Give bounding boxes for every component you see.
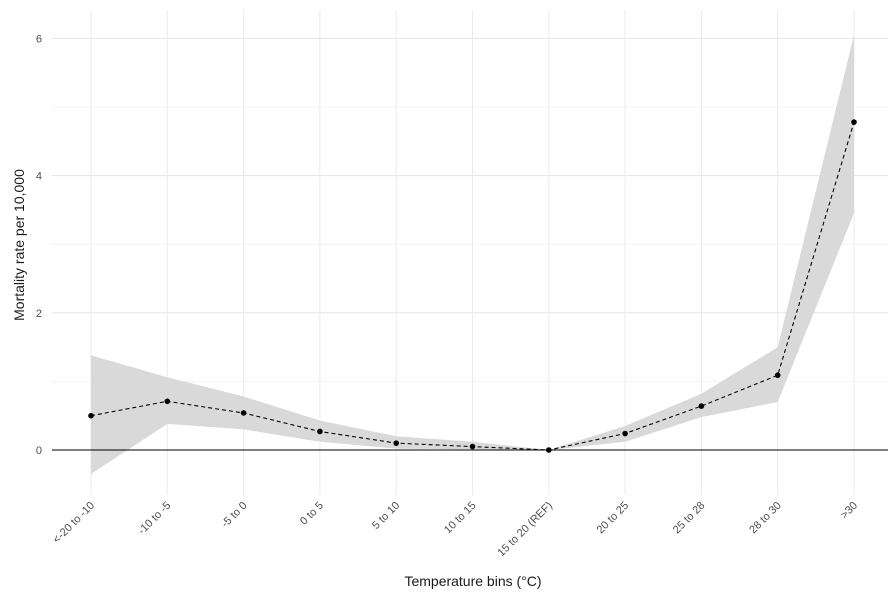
data-point — [393, 440, 400, 446]
data-point — [774, 372, 781, 379]
data-point — [698, 403, 705, 409]
data-point — [240, 410, 247, 416]
grid-layer — [52, 10, 888, 495]
x-tick-label: -5 to 0 — [219, 500, 250, 531]
y-tick-label: 6 — [36, 33, 42, 45]
series-points-layer — [88, 119, 857, 453]
y-tick-label: 0 — [36, 445, 42, 457]
y-tick-labels: 0 2 4 6 — [36, 33, 42, 457]
x-tick-label: 25 to 28 — [671, 500, 708, 537]
x-tick-labels: <-20 to -10 -10 to -5 -5 to 0 0 to 5 5 to 10… — [51, 500, 860, 559]
y-tick-label: 4 — [36, 171, 42, 183]
data-point — [851, 119, 857, 125]
x-axis-title: Temperature bins (°C) — [404, 573, 541, 589]
x-tick-label: 28 to 30 — [747, 500, 784, 537]
data-point — [88, 412, 94, 419]
y-tick-label: 2 — [36, 308, 42, 320]
x-tick-label: 20 to 25 — [595, 500, 632, 537]
x-tick-label: 15 to 20 (REF) — [495, 500, 554, 559]
data-point — [622, 430, 628, 437]
x-tick-label: 10 to 15 — [442, 500, 479, 537]
x-tick-label: 5 to 10 — [370, 500, 402, 532]
x-tick-label: 0 to 5 — [298, 500, 326, 528]
data-point — [469, 443, 476, 450]
y-axis-title: Mortality rate per 10,000 — [11, 169, 27, 321]
data-point — [164, 398, 171, 405]
x-tick-label: -10 to -5 — [136, 500, 173, 537]
x-tick-label: <-20 to -10 — [51, 500, 97, 546]
x-tick-label: >30 — [838, 500, 860, 522]
data-point — [546, 447, 552, 453]
data-point — [317, 428, 323, 435]
